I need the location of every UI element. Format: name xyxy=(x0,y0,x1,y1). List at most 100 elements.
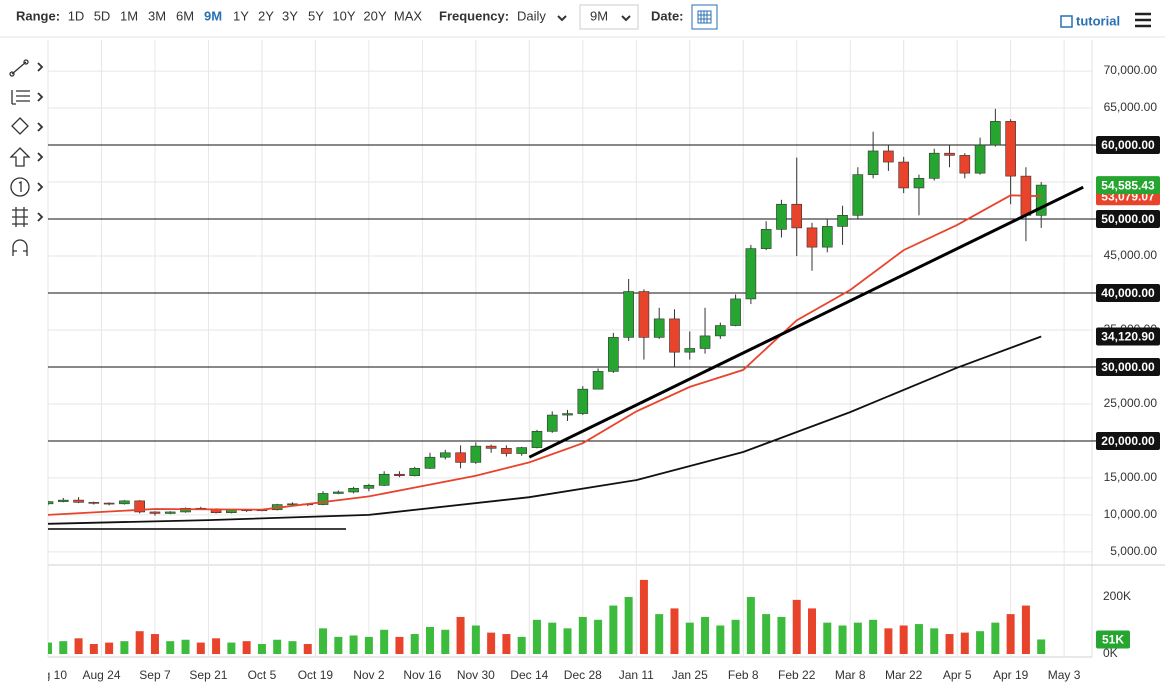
volume-bar xyxy=(777,616,786,654)
period-select[interactable]: 9M xyxy=(590,8,608,23)
range-button[interactable]: 6M xyxy=(176,8,194,23)
magnet-tool[interactable] xyxy=(12,239,28,256)
candle-body xyxy=(867,150,879,175)
x-tick-label: Apr 5 xyxy=(943,668,972,682)
dropdown-arrow[interactable] xyxy=(621,15,631,22)
menu-button[interactable] xyxy=(1135,12,1151,28)
volume-bar xyxy=(257,644,266,654)
range-button[interactable]: 10Y xyxy=(332,8,355,23)
candle-body xyxy=(898,161,909,189)
range-button[interactable]: MAX xyxy=(394,8,423,23)
price-label-box xyxy=(1096,176,1160,195)
volume-bar xyxy=(808,608,816,654)
moving-average xyxy=(48,194,1042,516)
candle-body xyxy=(119,500,130,505)
range-label: Range: xyxy=(16,8,60,23)
annotation-tool-number xyxy=(18,180,22,192)
frequency-label: Frequency: xyxy=(439,8,509,23)
x-tick-label: Oct 19 xyxy=(298,668,334,682)
candle-body xyxy=(455,452,466,463)
x-tick-label: Dec 28 xyxy=(564,668,602,682)
shape-tool[interactable] xyxy=(11,117,29,135)
x-tick-label: Aug 24 xyxy=(82,668,120,682)
volume-bar xyxy=(166,641,175,654)
volume-bar xyxy=(762,614,771,654)
volume-bar xyxy=(823,622,832,654)
candle-body xyxy=(73,499,84,503)
range-button[interactable]: 1D xyxy=(68,8,85,23)
range-button[interactable]: 5D xyxy=(94,8,111,23)
candle-body xyxy=(516,447,527,454)
candle-body xyxy=(378,473,390,486)
tool-expanders[interactable] xyxy=(37,62,44,222)
x-tick-label: Feb 8 xyxy=(728,668,759,682)
volume-bar xyxy=(991,622,1000,654)
range-button[interactable]: 2Y xyxy=(258,8,274,23)
y-tick-label: 10,000.00 xyxy=(1104,507,1158,521)
candle-body xyxy=(776,203,787,230)
volume-bar xyxy=(548,622,557,654)
x-tick-label: Mar 8 xyxy=(835,668,866,682)
volume-bar xyxy=(624,597,633,654)
price-label-box xyxy=(1096,327,1160,346)
volume-bar xyxy=(120,641,129,654)
hline-label-box xyxy=(1096,357,1160,376)
volume-bar xyxy=(364,636,373,654)
x-tick-label: Sep 21 xyxy=(189,668,227,682)
candle-body xyxy=(944,152,955,156)
tutorial-icon[interactable] xyxy=(1060,15,1073,28)
candle-body xyxy=(317,493,329,505)
range-button[interactable]: 9M xyxy=(204,8,222,23)
measure-tool[interactable] xyxy=(12,207,28,227)
volume-bar xyxy=(517,636,526,654)
candle-body xyxy=(57,499,69,502)
candle-body xyxy=(990,121,1001,146)
volume-bar xyxy=(150,634,159,654)
period-select-box[interactable] xyxy=(579,4,639,30)
annotation-tool[interactable] xyxy=(10,177,30,197)
tutorial-link[interactable]: tutorial xyxy=(1076,13,1120,28)
x-tick-label: Dec 14 xyxy=(510,668,548,682)
candle-body xyxy=(103,502,115,505)
dropdown-arrow[interactable] xyxy=(557,15,567,22)
fib-tool[interactable] xyxy=(11,90,30,105)
line-tool[interactable] xyxy=(9,59,29,77)
candle-body xyxy=(470,445,482,463)
candle-body xyxy=(592,371,604,390)
volume-bar xyxy=(410,634,419,654)
candle-body xyxy=(745,248,757,300)
candle-body xyxy=(562,413,573,416)
volume-bar xyxy=(670,608,679,654)
range-button[interactable]: 20Y xyxy=(363,8,386,23)
volume-bar xyxy=(212,638,221,654)
x-tick-label: May 3 xyxy=(1048,668,1081,682)
drawing-tools xyxy=(9,59,44,256)
candle-body xyxy=(959,155,971,174)
candle-body xyxy=(439,452,451,458)
range-button[interactable]: 5Y xyxy=(308,8,324,23)
candle-body xyxy=(623,291,634,338)
volume-label-box xyxy=(1096,630,1130,649)
moving-average xyxy=(48,335,1042,525)
candle-body xyxy=(1035,184,1047,216)
range-button[interactable]: 1Y xyxy=(233,8,249,23)
x-tick-label: Feb 22 xyxy=(778,668,816,682)
frequency-select[interactable]: Daily xyxy=(517,8,546,23)
volume-tick-label: 0K xyxy=(1103,646,1118,660)
calendar-button[interactable] xyxy=(691,4,718,30)
volume-bar xyxy=(1037,639,1046,654)
range-button[interactable]: 3M xyxy=(148,8,166,23)
range-button[interactable]: 1M xyxy=(120,8,138,23)
y-tick-label: 25,000.00 xyxy=(1104,396,1158,410)
arrow-tool[interactable] xyxy=(9,147,31,167)
y-tick-label: 15,000.00 xyxy=(1104,470,1158,484)
volume-bar xyxy=(594,619,603,654)
date-label: Date: xyxy=(651,8,684,23)
candle-body xyxy=(546,414,558,432)
range-button[interactable]: 3Y xyxy=(282,8,298,23)
candle-body xyxy=(48,501,54,505)
candle-body xyxy=(134,500,145,513)
candle-body xyxy=(852,174,864,216)
volume-bar xyxy=(869,619,878,654)
candle-body xyxy=(638,291,650,338)
